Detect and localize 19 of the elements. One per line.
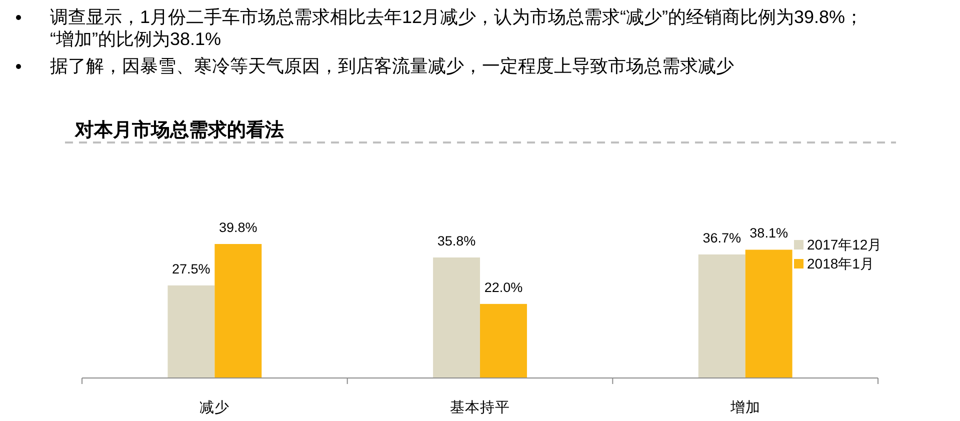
data-label: 27.5%: [172, 261, 210, 276]
data-label: 39.8%: [219, 220, 258, 235]
text: 调查显示，1月份二手车市场总需求相比去年12月减少，认为市场总需求“减少”的经销商比例为39.8%；“增加”的比例为38.1%: [50, 7, 864, 49]
legend-label: 2017年12月: [807, 236, 882, 252]
data-label: 35.8%: [437, 233, 476, 248]
x-tick-label: 增加: [729, 399, 760, 416]
bar: [214, 244, 262, 378]
bar: [433, 257, 480, 378]
bar: [168, 285, 215, 378]
x-tick-label: 基本持平: [450, 399, 510, 416]
bar: [480, 304, 527, 378]
data-label: 38.1%: [750, 226, 788, 241]
legend-label: 2018年1月: [807, 256, 874, 272]
bar: [698, 254, 746, 378]
data-label: 36.7%: [702, 230, 741, 246]
data-label: 22.0%: [484, 280, 523, 295]
chart-title: 对本月市场总需求的看法: [74, 119, 284, 141]
text: 据了解，因暴雪、寒冷等天气原因，到店客流量减少，一定程度上导致市场总需求减少: [50, 56, 734, 76]
x-tick-label: 减少: [200, 399, 230, 416]
